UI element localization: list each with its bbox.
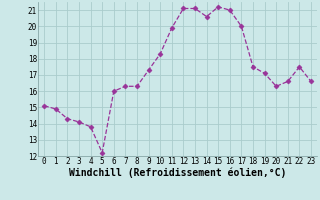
X-axis label: Windchill (Refroidissement éolien,°C): Windchill (Refroidissement éolien,°C) [69,168,286,178]
